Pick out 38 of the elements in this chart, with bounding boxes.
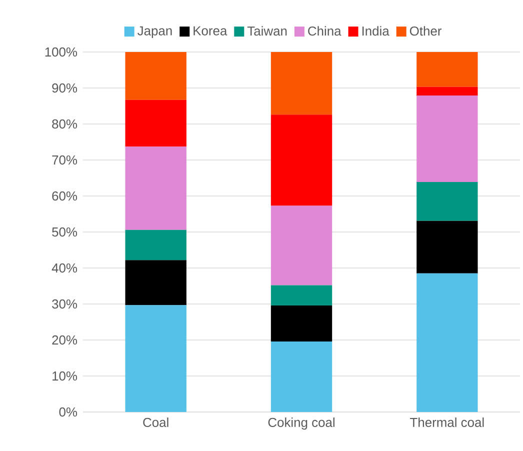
bar (125, 52, 186, 100)
legend-label: Taiwan (247, 26, 287, 36)
legend-label: China (308, 26, 342, 36)
bar (125, 260, 186, 306)
y-tick-label: 50% (52, 227, 78, 237)
bar (416, 86, 478, 96)
y-tick-label: 60% (52, 191, 78, 201)
bar (416, 220, 478, 274)
y-tick-label: 30% (52, 299, 78, 309)
y-tick-label: 90% (52, 83, 78, 93)
legend-label: Other (410, 26, 442, 36)
y-tick-label: 10% (52, 371, 78, 381)
bar (125, 305, 186, 412)
bar (270, 114, 332, 206)
bar (416, 182, 478, 221)
bar (125, 100, 186, 147)
y-tick-label: 20% (52, 335, 78, 345)
y-tick-label: 40% (52, 263, 78, 273)
bar (416, 52, 478, 87)
legend-label: Japan (138, 26, 172, 38)
legend-label: Korea (194, 26, 228, 36)
x-tick-label: Coal (143, 418, 168, 428)
y-tick-label: 100% (45, 47, 78, 57)
bar (416, 273, 478, 412)
x-tick-label: Thermal coal (410, 418, 484, 428)
bar (270, 341, 332, 412)
bar (270, 285, 332, 306)
bar (125, 230, 186, 260)
bar (270, 305, 332, 342)
legend-label: India (362, 26, 390, 36)
bar (125, 146, 186, 230)
bar (270, 206, 332, 286)
y-tick-label: 80% (52, 119, 78, 129)
y-tick-label: 0% (59, 407, 78, 417)
y-tick-label: 70% (52, 155, 78, 165)
x-tick-label: Coking coal (268, 418, 334, 430)
bar (416, 96, 478, 182)
bar (270, 52, 332, 115)
